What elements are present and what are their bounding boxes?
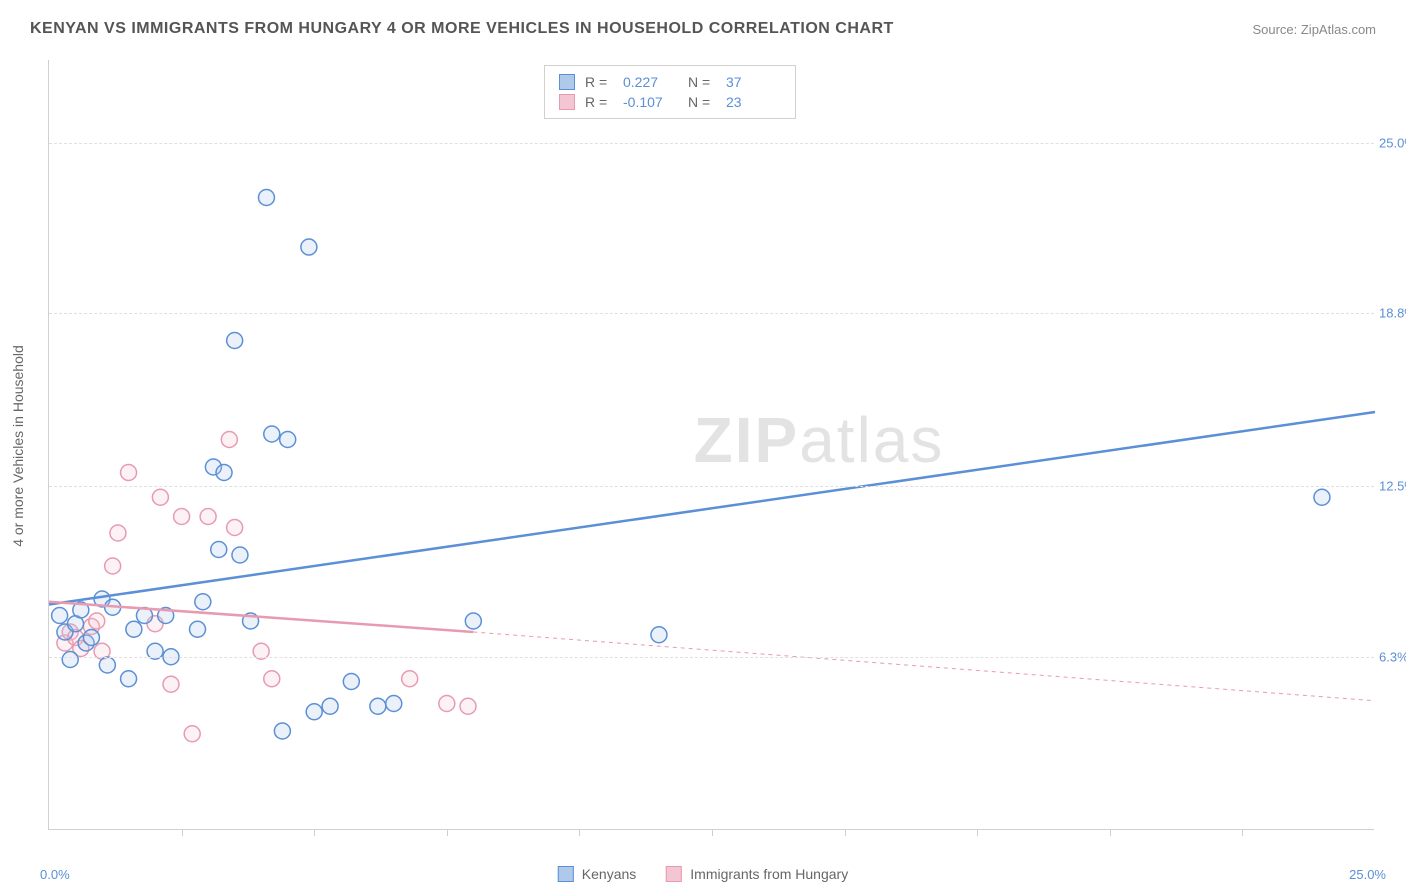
chart-title: KENYAN VS IMMIGRANTS FROM HUNGARY 4 OR M… xyxy=(30,20,894,38)
trend-line xyxy=(49,412,1375,605)
scatter-point xyxy=(121,465,137,481)
grid-line xyxy=(49,486,1374,487)
scatter-point xyxy=(221,432,237,448)
scatter-point xyxy=(258,190,274,206)
x-tick xyxy=(579,829,580,836)
y-tick-label: 12.5% xyxy=(1379,479,1406,494)
scatter-point xyxy=(216,465,232,481)
y-axis-title: 4 or more Vehicles in Household xyxy=(10,345,26,547)
scatter-point xyxy=(264,671,280,687)
scatter-point xyxy=(195,594,211,610)
x-tick xyxy=(447,829,448,836)
scatter-point xyxy=(465,613,481,629)
x-tick xyxy=(845,829,846,836)
legend-item-hungary: Immigrants from Hungary xyxy=(666,866,848,882)
scatter-point xyxy=(651,627,667,643)
legend-label: Kenyans xyxy=(582,866,636,882)
grid-line xyxy=(49,657,1374,658)
trend-line-extrapolated xyxy=(473,632,1375,701)
x-tick xyxy=(1110,829,1111,836)
scatter-point xyxy=(280,432,296,448)
scatter-point xyxy=(62,652,78,668)
x-tick xyxy=(314,829,315,836)
scatter-point xyxy=(232,547,248,563)
y-tick-label: 6.3% xyxy=(1379,649,1406,664)
scatter-point xyxy=(274,723,290,739)
scatter-point xyxy=(184,726,200,742)
legend-label: Immigrants from Hungary xyxy=(690,866,848,882)
scatter-point xyxy=(306,704,322,720)
scatter-point xyxy=(386,696,402,712)
bottom-legend: Kenyans Immigrants from Hungary xyxy=(558,866,848,882)
scatter-point xyxy=(89,613,105,629)
scatter-point xyxy=(200,509,216,525)
source-attribution: Source: ZipAtlas.com xyxy=(1252,22,1376,37)
scatter-point xyxy=(99,657,115,673)
grid-line xyxy=(49,143,1374,144)
scatter-point xyxy=(126,621,142,637)
scatter-point xyxy=(163,676,179,692)
scatter-point xyxy=(121,671,137,687)
plot-svg xyxy=(49,60,1374,829)
y-tick-label: 25.0% xyxy=(1379,135,1406,150)
scatter-point xyxy=(190,621,206,637)
x-axis-start-label: 0.0% xyxy=(40,867,70,882)
scatter-point xyxy=(52,608,68,624)
plot-area: ZIPatlas R = 0.227 N = 37 R = -0.107 N =… xyxy=(48,60,1374,830)
scatter-point xyxy=(1314,489,1330,505)
x-axis-end-label: 25.0% xyxy=(1349,867,1386,882)
scatter-point xyxy=(152,489,168,505)
trend-line xyxy=(49,602,473,632)
x-tick xyxy=(1242,829,1243,836)
scatter-point xyxy=(83,630,99,646)
scatter-point xyxy=(301,239,317,255)
scatter-point xyxy=(264,426,280,442)
scatter-point xyxy=(370,698,386,714)
scatter-point xyxy=(110,525,126,541)
scatter-point xyxy=(402,671,418,687)
x-tick xyxy=(712,829,713,836)
y-tick-label: 18.8% xyxy=(1379,306,1406,321)
legend-square-blue xyxy=(558,866,574,882)
scatter-point xyxy=(211,542,227,558)
scatter-point xyxy=(439,696,455,712)
scatter-point xyxy=(227,520,243,536)
scatter-point xyxy=(343,674,359,690)
scatter-point xyxy=(227,333,243,349)
scatter-point xyxy=(174,509,190,525)
scatter-point xyxy=(105,558,121,574)
scatter-point xyxy=(322,698,338,714)
x-tick xyxy=(977,829,978,836)
x-tick xyxy=(182,829,183,836)
grid-line xyxy=(49,313,1374,314)
legend-item-kenyans: Kenyans xyxy=(558,866,636,882)
scatter-point xyxy=(460,698,476,714)
legend-square-pink xyxy=(666,866,682,882)
correlation-chart: KENYAN VS IMMIGRANTS FROM HUNGARY 4 OR M… xyxy=(0,0,1406,892)
